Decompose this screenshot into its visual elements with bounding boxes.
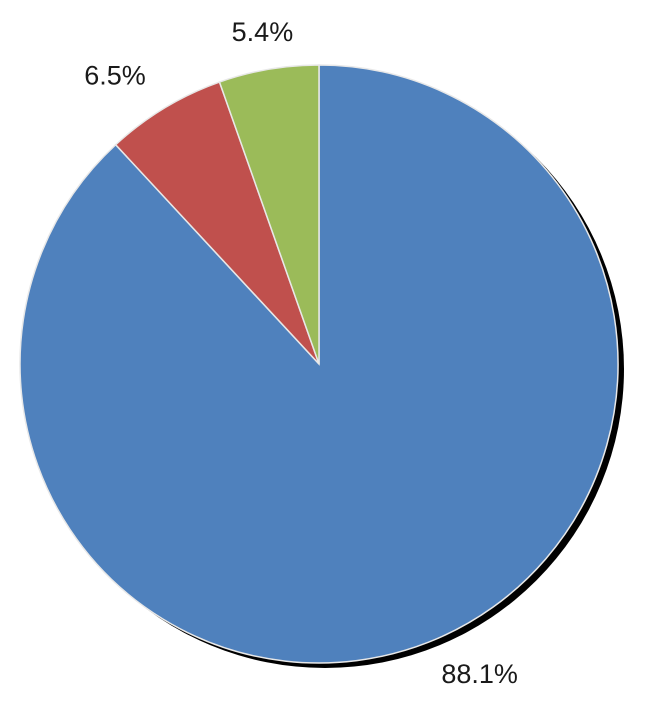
- data-label: 6.5%: [84, 60, 146, 90]
- data-label: 5.4%: [232, 17, 294, 47]
- pie-slice: [114, 81, 320, 365]
- data-label: 88.1%: [441, 659, 518, 689]
- pie-slice: [218, 64, 320, 365]
